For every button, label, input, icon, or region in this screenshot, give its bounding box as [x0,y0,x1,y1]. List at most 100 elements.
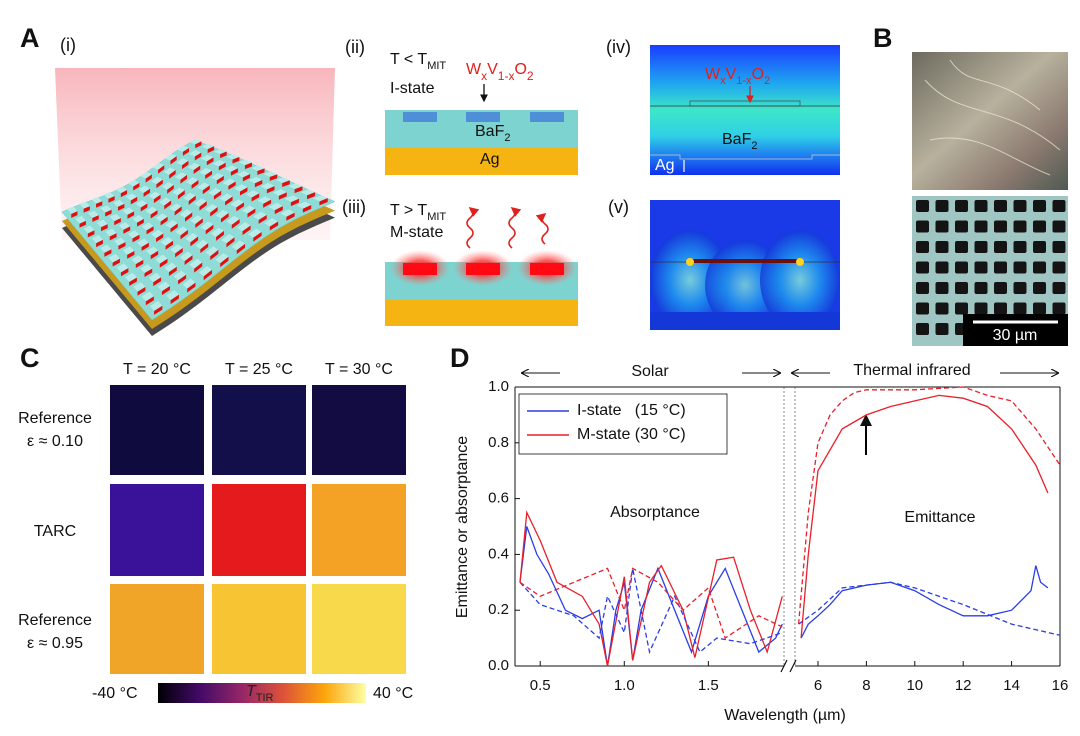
resonator-side [191,179,199,189]
resonator-top [100,205,112,213]
resonator-side [253,231,262,242]
resonator-side [127,250,135,259]
panel-d: D Wavelength (µm) Emittance or absorptan… [450,343,1068,724]
micro-cell [994,302,1007,315]
resonator [466,263,500,275]
resonator-top [241,205,256,214]
resonator-top [237,222,251,232]
colorbar-max: 40 °C [373,685,413,702]
resonator-top [268,202,283,211]
x-tick-label: 10 [906,677,923,694]
resonator-side [170,223,178,233]
resonator-side [96,201,103,208]
resonator-top [132,214,144,223]
resonator-top [234,184,248,192]
annotation: Solar [631,363,669,380]
resonator-side [263,199,272,208]
resonator-top [211,173,224,181]
resonator-side [174,206,182,216]
resonator-top [208,187,222,196]
resonator-side [112,258,120,267]
micro-cell [916,323,929,335]
micro-cell [974,200,988,212]
resonator-side [127,211,135,219]
resonator-side [170,156,177,165]
resonator-side [188,195,196,205]
resonator-top [236,171,251,178]
colorbar-symbol: TTIR [246,683,274,704]
micro-cell [955,261,968,274]
resonator-side [216,175,224,185]
resonator-side [247,208,256,218]
resonator-side [236,243,246,255]
resonator-side [161,285,170,296]
resonator-side [101,224,108,232]
micro-cell [1013,261,1027,274]
resonator-top [176,145,190,152]
micro-cell [1033,220,1046,233]
resonator-side [178,274,187,285]
micro-cell [935,282,949,294]
resonator-top [109,213,121,222]
resonator-top [91,234,103,244]
y-tick-label: 0.0 [488,657,509,674]
resonator-top [152,162,165,170]
resonator-top [141,222,154,231]
thermal-image [312,584,406,674]
micro-cell [935,200,949,212]
resonator-outline [689,100,801,107]
resonator-side [123,226,131,234]
resonator-side [195,141,202,149]
resonator-top [313,195,328,202]
micro-cell [1013,282,1027,294]
panel-sublabel: (iii) [342,197,366,217]
resonator-top [296,201,312,209]
resonator-side [114,218,121,226]
micro-cell [1013,302,1027,315]
panel-sublabel: (ii) [345,37,365,57]
resonator-side [294,186,303,194]
resonator-top [198,266,212,277]
resonator-top [105,228,117,237]
micro-cell [916,241,929,253]
x-tick-label: 0.5 [530,677,551,694]
resonator-top [174,172,188,180]
resonator-side [282,180,290,187]
resonator-top [148,191,161,200]
photo-highlight [924,59,1061,176]
resonator-top [224,165,238,172]
resonator-top [138,185,150,193]
resonator-top [288,183,303,190]
resonator-side [79,220,86,228]
resonator-top [114,237,126,246]
y-tick-label: 0.4 [488,545,509,562]
resonator-side [274,205,283,215]
resonator-side [87,230,95,238]
resonator-top [160,237,174,246]
resonator-top [175,226,188,236]
resonator-side [226,237,235,248]
resonator-side [150,210,158,219]
resonator-side [165,240,174,250]
annotation: Emittance [904,509,975,526]
resonator-side [220,256,229,268]
resonator-side [184,212,193,222]
micro-cell [1052,261,1066,274]
resonator-side [307,192,316,200]
resonator-side [140,203,148,212]
resonator-top [169,203,182,212]
resonator-side [286,212,295,221]
scale-bar-label: 30 µm [993,327,1038,344]
thermal-image [110,484,204,576]
x-axis-label: Wavelength (µm) [724,707,846,724]
resonator-top [213,148,227,155]
column-header: T = 25 °C [225,361,293,378]
resonator-top [140,171,152,179]
resonator [530,263,564,275]
resonator-top [215,209,229,219]
simulated-line [519,568,1061,655]
material: WxV1-xO2 [466,61,534,83]
resonator-side [180,229,188,240]
micro-cell [935,302,949,315]
